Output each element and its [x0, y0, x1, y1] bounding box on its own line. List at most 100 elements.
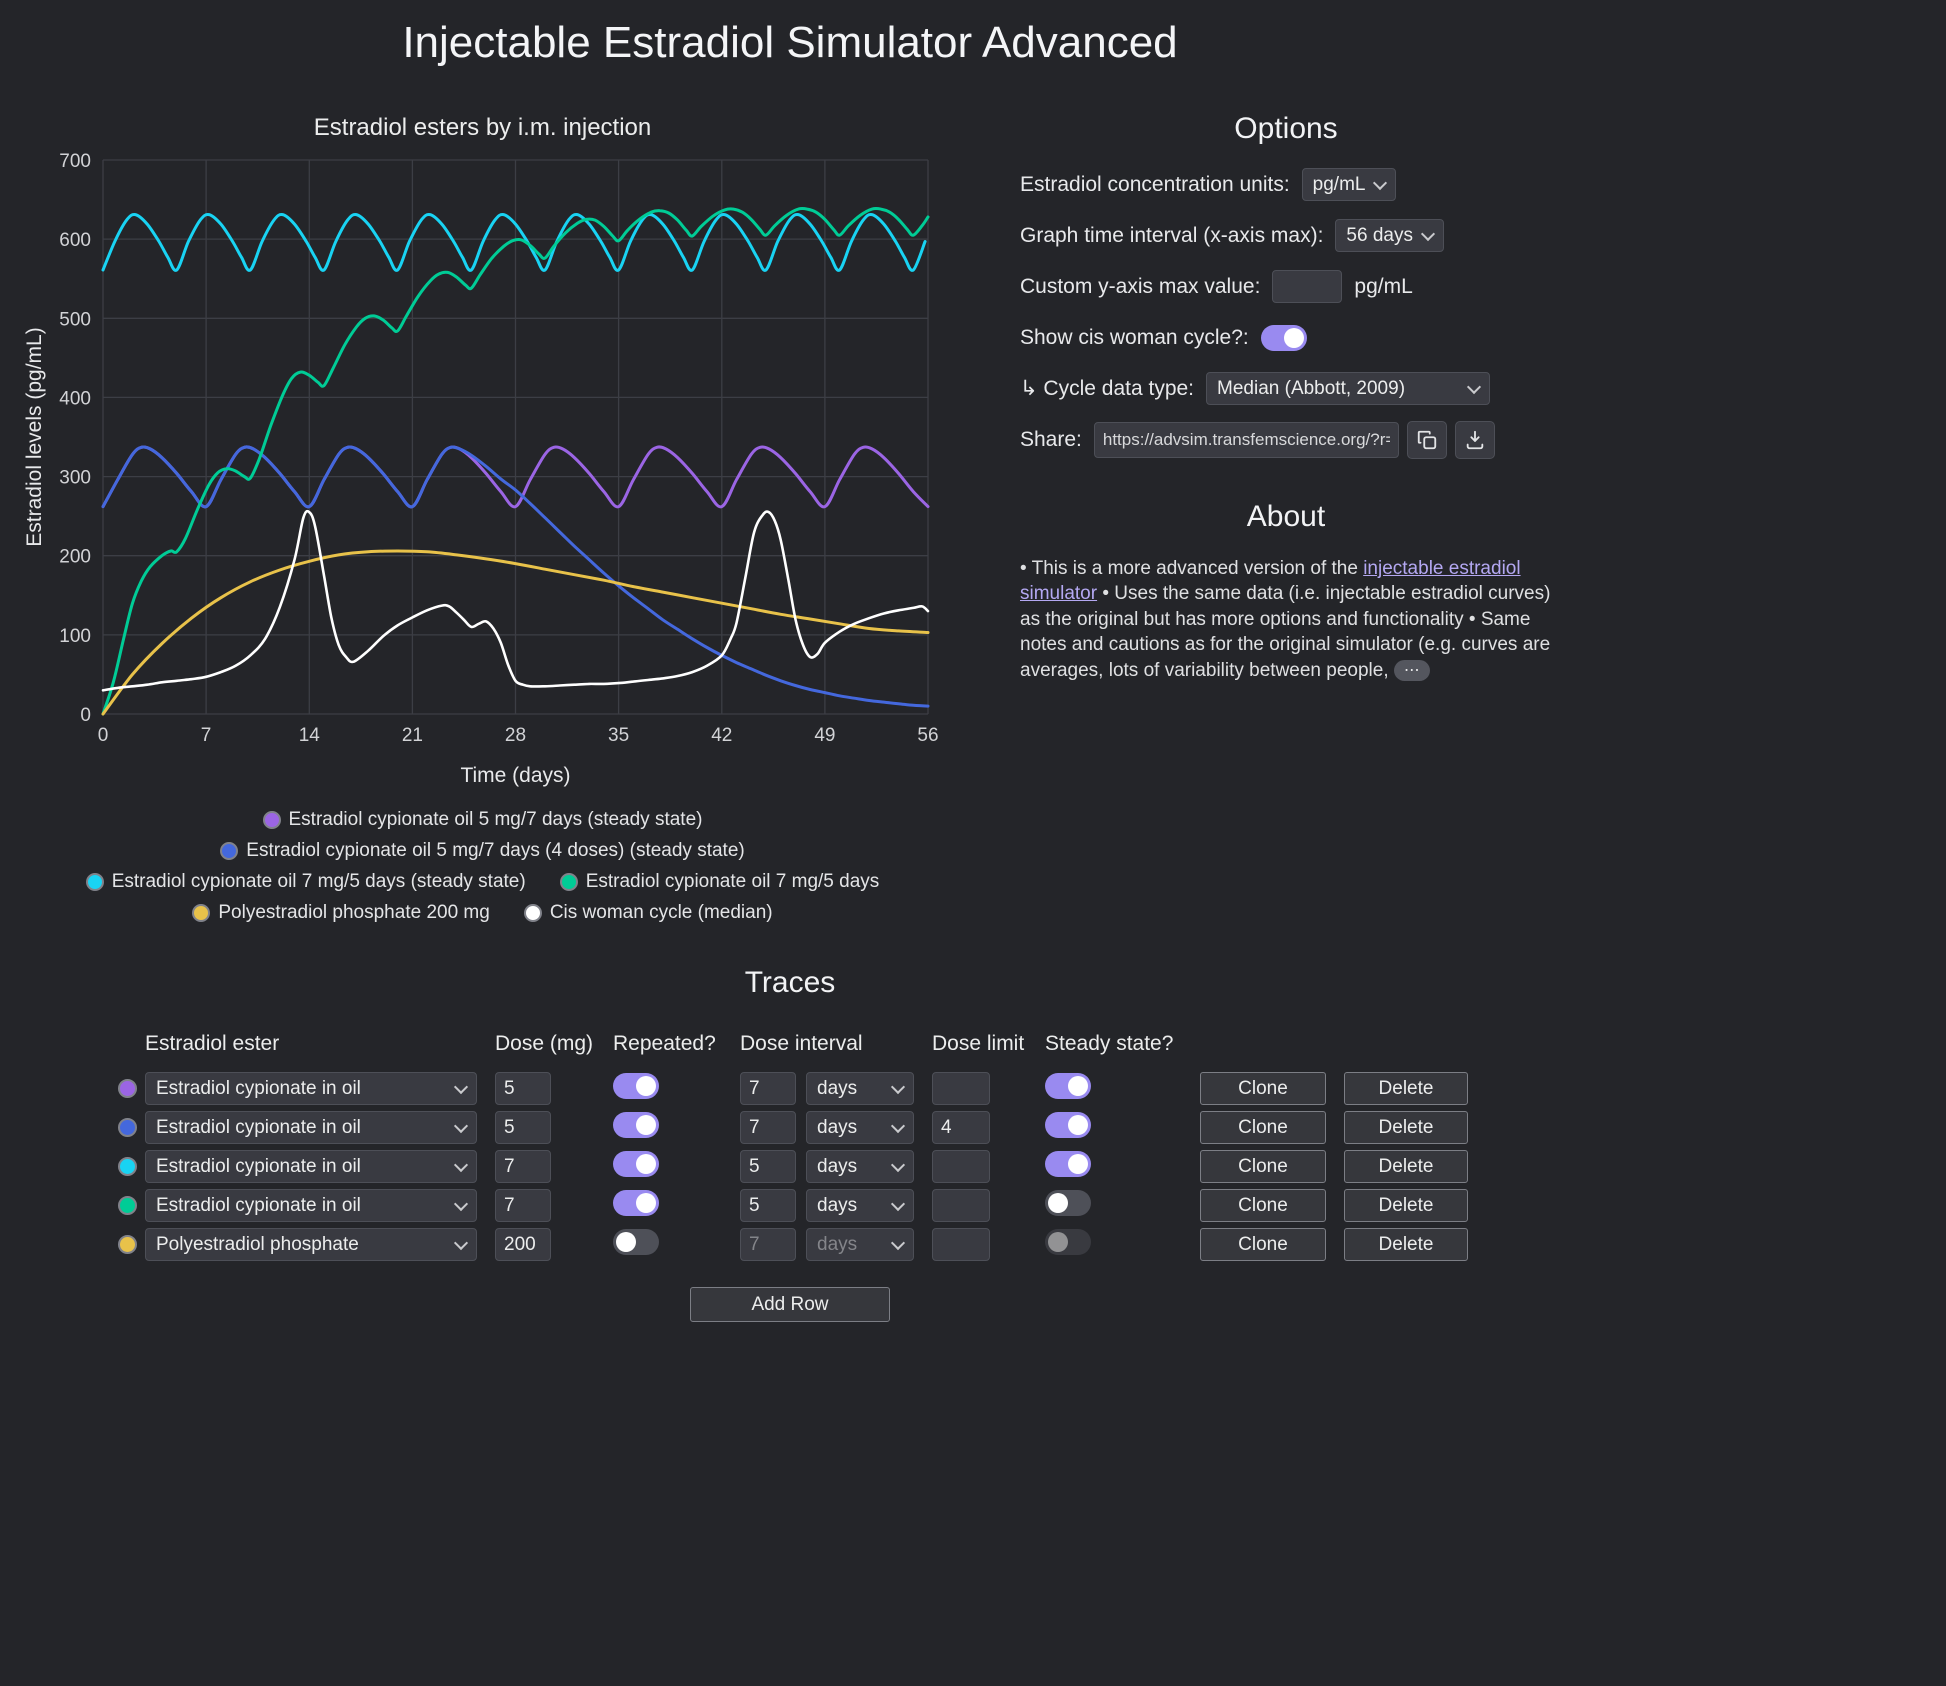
svg-text:35: 35 — [608, 725, 629, 746]
show-cycle-toggle[interactable] — [1260, 324, 1307, 351]
steady-state-toggle[interactable] — [1045, 1112, 1091, 1138]
estradiol-chart[interactable]: 0 100 200 300 400 500 600 700 0 7 14 21 28 35 42 49 56 Es… — [23, 148, 940, 803]
clone-button[interactable]: Clone — [1200, 1189, 1326, 1222]
chevron-down-icon — [453, 1157, 469, 1172]
legend-label: Estradiol cypionate oil 5 mg/7 days (4 d… — [246, 840, 745, 861]
trace-color-dot — [118, 1235, 137, 1254]
interval-unit-select[interactable]: days — [806, 1150, 914, 1183]
dose-input[interactable] — [495, 1150, 551, 1183]
repeated-toggle[interactable] — [613, 1073, 659, 1099]
interval-unit-select[interactable]: days — [806, 1072, 914, 1105]
ymax-unit-label: pg/mL — [1354, 274, 1413, 298]
chevron-down-icon — [453, 1118, 469, 1133]
legend-item[interactable]: Estradiol cypionate oil 5 mg/7 days (4 d… — [220, 840, 745, 862]
svg-text:Estradiol levels (pg/mL): Estradiol levels (pg/mL) — [25, 327, 46, 546]
interval-unit-select[interactable]: days — [806, 1228, 914, 1261]
dose-input[interactable] — [495, 1111, 551, 1144]
about-text: • This is a more advanced version of the… — [1020, 556, 1552, 683]
dose-interval-input[interactable] — [740, 1150, 796, 1183]
traces-header-row: Estradiol ester Dose (mg) Repeated? Dose… — [110, 1030, 1470, 1058]
repeated-toggle[interactable] — [613, 1190, 659, 1216]
legend-marker-icon — [85, 873, 104, 891]
chevron-down-icon — [890, 1235, 906, 1250]
copy-link-button[interactable] — [1406, 420, 1447, 459]
svg-text:42: 42 — [711, 725, 732, 746]
delete-button[interactable]: Delete — [1344, 1072, 1468, 1105]
cycle-type-select[interactable]: Median (Abbott, 2009) — [1206, 372, 1491, 405]
add-row-button[interactable]: Add Row — [690, 1287, 890, 1322]
share-url-input[interactable] — [1093, 421, 1399, 458]
repeated-toggle[interactable] — [613, 1112, 659, 1138]
interval-unit-select[interactable]: days — [806, 1111, 914, 1144]
cycle-type-select-value: Median (Abbott, 2009) — [1217, 377, 1406, 399]
svg-text:0: 0 — [98, 725, 109, 746]
show-cycle-row: Show cis woman cycle?: — [1020, 321, 1552, 354]
ymax-row: Custom y-axis max value: pg/mL — [1020, 270, 1552, 303]
clone-button[interactable]: Clone — [1200, 1111, 1326, 1144]
dose-limit-input[interactable] — [932, 1228, 990, 1261]
ester-select[interactable]: Polyestradiol phosphate — [145, 1228, 477, 1261]
options-heading: Options — [1234, 112, 1338, 145]
ester-select-value: Estradiol cypionate in oil — [156, 1155, 361, 1177]
svg-text:28: 28 — [505, 725, 526, 746]
legend-label: Polyestradiol phosphate 200 mg — [218, 902, 490, 923]
clone-button[interactable]: Clone — [1200, 1228, 1326, 1261]
units-select[interactable]: pg/mL — [1301, 168, 1397, 201]
time-interval-select[interactable]: 56 days — [1335, 219, 1444, 252]
legend-item[interactable]: Cis woman cycle (median) — [523, 902, 773, 924]
repeated-toggle[interactable] — [613, 1229, 659, 1255]
legend-marker-icon — [523, 904, 542, 922]
interval-unit-select[interactable]: days — [806, 1189, 914, 1222]
dose-limit-input[interactable] — [932, 1111, 990, 1144]
dose-interval-input[interactable] — [740, 1072, 796, 1105]
steady-state-toggle[interactable] — [1045, 1229, 1091, 1255]
header-repeated: Repeated? — [613, 1032, 716, 1055]
dose-input[interactable] — [495, 1072, 551, 1105]
chevron-down-icon — [453, 1235, 469, 1250]
dose-input[interactable] — [495, 1228, 551, 1261]
dose-interval-input[interactable] — [740, 1228, 796, 1261]
cycle-type-label: ↳ Cycle data type: — [1020, 377, 1195, 400]
trace-color-dot — [118, 1157, 137, 1176]
chart-panel: Estradiol esters by i.m. injection 0 100 2… — [23, 112, 940, 933]
steady-state-toggle[interactable] — [1045, 1073, 1091, 1099]
ester-select[interactable]: Estradiol cypionate in oil — [145, 1072, 477, 1105]
header-ester: Estradiol ester — [145, 1032, 280, 1055]
chevron-down-icon — [890, 1196, 906, 1211]
download-button[interactable] — [1454, 420, 1495, 459]
interval-unit-select-value: days — [817, 1077, 858, 1099]
dose-limit-input[interactable] — [932, 1189, 990, 1222]
delete-button[interactable]: Delete — [1344, 1111, 1468, 1144]
repeated-toggle[interactable] — [613, 1151, 659, 1177]
clone-button[interactable]: Clone — [1200, 1150, 1326, 1183]
dose-interval-input[interactable] — [740, 1111, 796, 1144]
legend-label: Estradiol cypionate oil 7 mg/5 days — [585, 871, 880, 892]
xmax-label: Graph time interval (x-axis max): — [1020, 223, 1324, 247]
ester-select[interactable]: Estradiol cypionate in oil — [145, 1150, 477, 1183]
dose-interval-input[interactable] — [740, 1189, 796, 1222]
ester-select[interactable]: Estradiol cypionate in oil — [145, 1189, 477, 1222]
legend-item[interactable]: Estradiol cypionate oil 5 mg/7 days (ste… — [262, 809, 702, 831]
time-interval-select-value: 56 days — [1346, 224, 1413, 246]
delete-button[interactable]: Delete — [1344, 1228, 1468, 1261]
legend-item[interactable]: Polyestradiol phosphate 200 mg — [192, 902, 490, 924]
svg-text:700: 700 — [59, 151, 91, 172]
ymax-input[interactable] — [1272, 270, 1343, 303]
ester-select-value: Estradiol cypionate in oil — [156, 1116, 361, 1138]
svg-text:300: 300 — [59, 468, 91, 489]
svg-text:49: 49 — [814, 725, 835, 746]
about-expand-button[interactable]: ⋯ — [1393, 660, 1430, 682]
steady-state-toggle[interactable] — [1045, 1151, 1091, 1177]
legend-item[interactable]: Estradiol cypionate oil 7 mg/5 days — [559, 871, 880, 893]
delete-button[interactable]: Delete — [1344, 1150, 1468, 1183]
delete-button[interactable]: Delete — [1344, 1189, 1468, 1222]
clone-button[interactable]: Clone — [1200, 1072, 1326, 1105]
dose-limit-input[interactable] — [932, 1072, 990, 1105]
steady-state-toggle[interactable] — [1045, 1190, 1091, 1216]
svg-text:100: 100 — [59, 626, 91, 647]
dose-input[interactable] — [495, 1189, 551, 1222]
ester-select[interactable]: Estradiol cypionate in oil — [145, 1111, 477, 1144]
dose-limit-input[interactable] — [932, 1150, 990, 1183]
legend-item[interactable]: Estradiol cypionate oil 7 mg/5 days (ste… — [85, 871, 526, 893]
injectable-estradiol-simulator-link[interactable]: injectable estradiol simulator — [1020, 558, 1521, 605]
